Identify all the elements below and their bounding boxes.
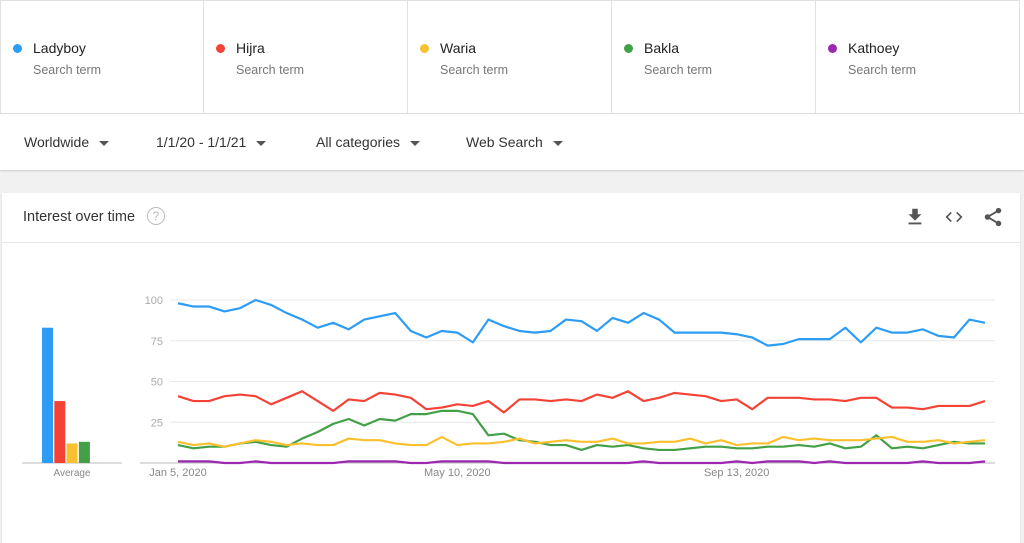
term-card-ladyboy[interactable]: Ladyboy Search term: [0, 0, 204, 113]
x-tick-label: Jan 5, 2020: [149, 467, 207, 479]
help-icon[interactable]: ?: [147, 207, 165, 225]
series-line-waria: [177, 435, 986, 448]
term-card-kathoey[interactable]: Kathoey Search term: [816, 0, 1020, 113]
term-card-bakla[interactable]: Bakla Search term: [612, 0, 816, 113]
y-tick-label: 25: [151, 417, 163, 429]
region-dropdown[interactable]: Worldwide: [24, 134, 110, 150]
caret-down-icon: [256, 140, 267, 146]
term-card-hijra[interactable]: Hijra Search term: [204, 0, 408, 113]
card-title: Interest over time: [23, 209, 136, 225]
average-bar-waria: [66, 443, 78, 463]
series-line-bakla: [177, 409, 985, 452]
x-tick-label: May 10, 2020: [424, 467, 491, 479]
term-name: Hijra: [236, 40, 265, 56]
term-name: Bakla: [644, 40, 680, 56]
download-icon[interactable]: [904, 206, 926, 228]
term-type: Search term: [848, 63, 917, 77]
search-type-dropdown[interactable]: Web Search: [466, 134, 563, 150]
x-tick-label: Sep 13, 2020: [704, 467, 769, 479]
term-type: Search term: [236, 63, 305, 77]
y-tick-label: 50: [151, 377, 163, 389]
series-line-kathoey: [178, 460, 986, 465]
search-type-value: Web Search: [466, 134, 543, 150]
series-line-ladyboy: [177, 298, 986, 347]
term-name: Kathoey: [848, 40, 900, 56]
term-name: Waria: [440, 40, 477, 56]
caret-down-icon: [99, 140, 110, 146]
search-terms-bar: Ladyboy Search term Hijra Search term Wari…: [0, 0, 1024, 114]
share-icon[interactable]: [982, 206, 1004, 228]
term-card-waria[interactable]: Waria Search term: [408, 0, 612, 113]
y-tick-label: 100: [145, 295, 163, 307]
interest-chart: 100 75 50 25 Jan 5, 2020 May 10, 2020 Sep 13, …: [22, 295, 995, 479]
embed-code-icon[interactable]: [943, 206, 965, 228]
caret-down-icon: [552, 140, 563, 146]
term-type: Search term: [644, 63, 713, 77]
term-name: Ladyboy: [33, 40, 86, 56]
caret-down-icon: [410, 140, 421, 146]
series-color-dot: [216, 44, 225, 53]
term-type: Search term: [33, 63, 102, 77]
date-range-dropdown[interactable]: 1/1/20 - 1/1/21: [156, 134, 267, 150]
y-tick-label: 75: [151, 336, 163, 348]
category-value: All categories: [316, 134, 401, 150]
card-header: Interest over time ?: [2, 193, 1020, 243]
series-line-hijra: [177, 390, 986, 414]
category-dropdown[interactable]: All categories: [316, 134, 421, 150]
series-color-dot: [828, 44, 837, 53]
series-color-dot: [13, 44, 22, 53]
average-bar-ladyboy: [42, 327, 53, 463]
term-type: Search term: [440, 63, 509, 77]
average-bar-hijra: [54, 401, 66, 463]
filter-bar: Worldwide 1/1/20 - 1/1/21 All categories…: [0, 114, 1024, 170]
series-color-dot: [624, 44, 633, 53]
average-label: Average: [53, 468, 91, 479]
date-value: 1/1/20 - 1/1/21: [156, 134, 247, 150]
interest-over-time-card: Interest over time ?: [2, 193, 1020, 543]
series-color-dot: [420, 44, 429, 53]
region-value: Worldwide: [24, 134, 90, 150]
average-bar-bakla: [78, 441, 90, 463]
